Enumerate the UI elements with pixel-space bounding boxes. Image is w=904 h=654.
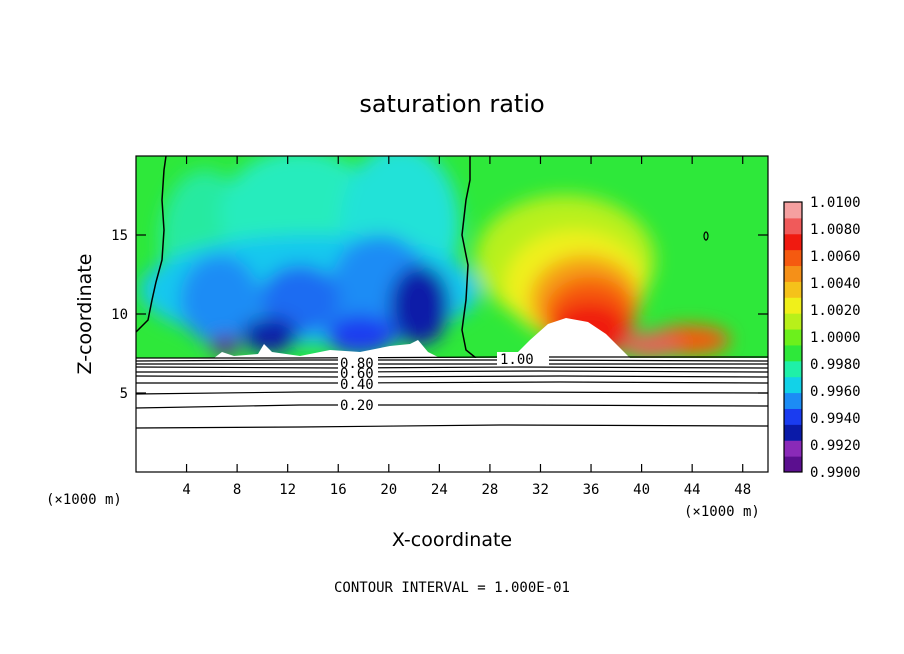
colorbar-swatch (784, 376, 802, 394)
y-axis-label: Z-coordinate (74, 254, 96, 375)
colorbar-frame (783, 201, 803, 473)
y-tick-label: 10 (111, 307, 128, 323)
colorbar-label: 1.0000 (810, 330, 861, 346)
colorbar-swatch (784, 392, 802, 409)
x-ticks: 4 8 12 16 20 24 28 32 36 40 44 48 (182, 156, 751, 498)
x-tick-label: 24 (431, 482, 448, 498)
colorbar-label: 1.0060 (810, 249, 861, 265)
contour-label-0-20: 0.20 (340, 398, 374, 414)
x-tick-label: 48 (734, 482, 751, 498)
x-tick-label: 32 (532, 482, 549, 498)
x-unit-note-left: (×1000 m) (46, 492, 122, 508)
colorbar-swatch (784, 249, 802, 267)
x-tick-label: 20 (380, 482, 397, 498)
contour-label-1-00: 1.00 (500, 352, 534, 368)
colorbar-label: 1.0040 (810, 276, 861, 292)
contour-label-0-40: 0.40 (340, 377, 374, 393)
colorbar-label: 1.0020 (810, 303, 861, 319)
x-tick-label: 28 (481, 482, 498, 498)
colorbar-swatch (784, 265, 802, 282)
x-tick-label: 4 (182, 482, 190, 498)
chart-title: saturation ratio (359, 90, 544, 118)
contour-interval-footer: CONTOUR INTERVAL = 1.000E-01 (334, 580, 570, 596)
colorbar-label: 0.9980 (810, 357, 861, 373)
x-tick-label: 44 (684, 482, 701, 498)
colorbar-swatch (784, 456, 802, 473)
y-tick-label: 15 (111, 228, 128, 244)
colorbar-label: 0.9920 (810, 438, 861, 454)
colorbar-label: 1.0100 (810, 195, 861, 211)
colorbar-swatch (784, 281, 802, 298)
y-tick-label: 5 (120, 386, 128, 402)
colorbar-label: 1.0080 (810, 222, 861, 238)
x-tick-label: 40 (633, 482, 650, 498)
y-ticks: 5 10 15 (111, 228, 768, 402)
colorbar-swatch (784, 329, 802, 346)
colorbar-label: 0.9900 (810, 465, 861, 481)
colorbar-swatch (784, 297, 802, 314)
colorbar-swatch (784, 344, 802, 362)
colorbar-label: 0.9940 (810, 411, 861, 427)
x-tick-label: 16 (330, 482, 347, 498)
x-tick-label: 12 (279, 482, 296, 498)
white-region-left (214, 340, 440, 358)
x-tick-label: 8 (233, 482, 241, 498)
plot-area: 1.00 0.80 0.60 0.40 0.20 (135, 155, 769, 473)
white-region-right (512, 318, 630, 358)
colorbar-swatch (784, 440, 802, 457)
colorbar-swatch (784, 233, 802, 251)
contour-line-1-00-mid (461, 156, 477, 358)
contour-labels: 1.00 0.80 0.60 0.40 0.20 (338, 352, 549, 414)
colorbar-swatch (784, 202, 802, 219)
colorbar-label: 0.9960 (810, 384, 861, 400)
heatmap-field (136, 156, 768, 358)
colorbar-swatch (784, 217, 802, 235)
x-tick-label: 36 (583, 482, 600, 498)
colorbar-swatch (784, 313, 802, 330)
colorbar-swatch (784, 408, 802, 425)
contour-island (703, 231, 709, 241)
lower-contours (135, 356, 769, 429)
contour-line-1-00-left (136, 156, 167, 333)
colorbar: 1.0100 1.0080 1.0060 1.0040 1.0020 1.0000 0.99… (783, 195, 861, 481)
colorbar-swatch (784, 424, 802, 441)
colorbar-swatch (784, 360, 802, 378)
x-axis-label: X-coordinate (392, 529, 512, 551)
x-unit-note-right: (×1000 m) (684, 504, 760, 520)
